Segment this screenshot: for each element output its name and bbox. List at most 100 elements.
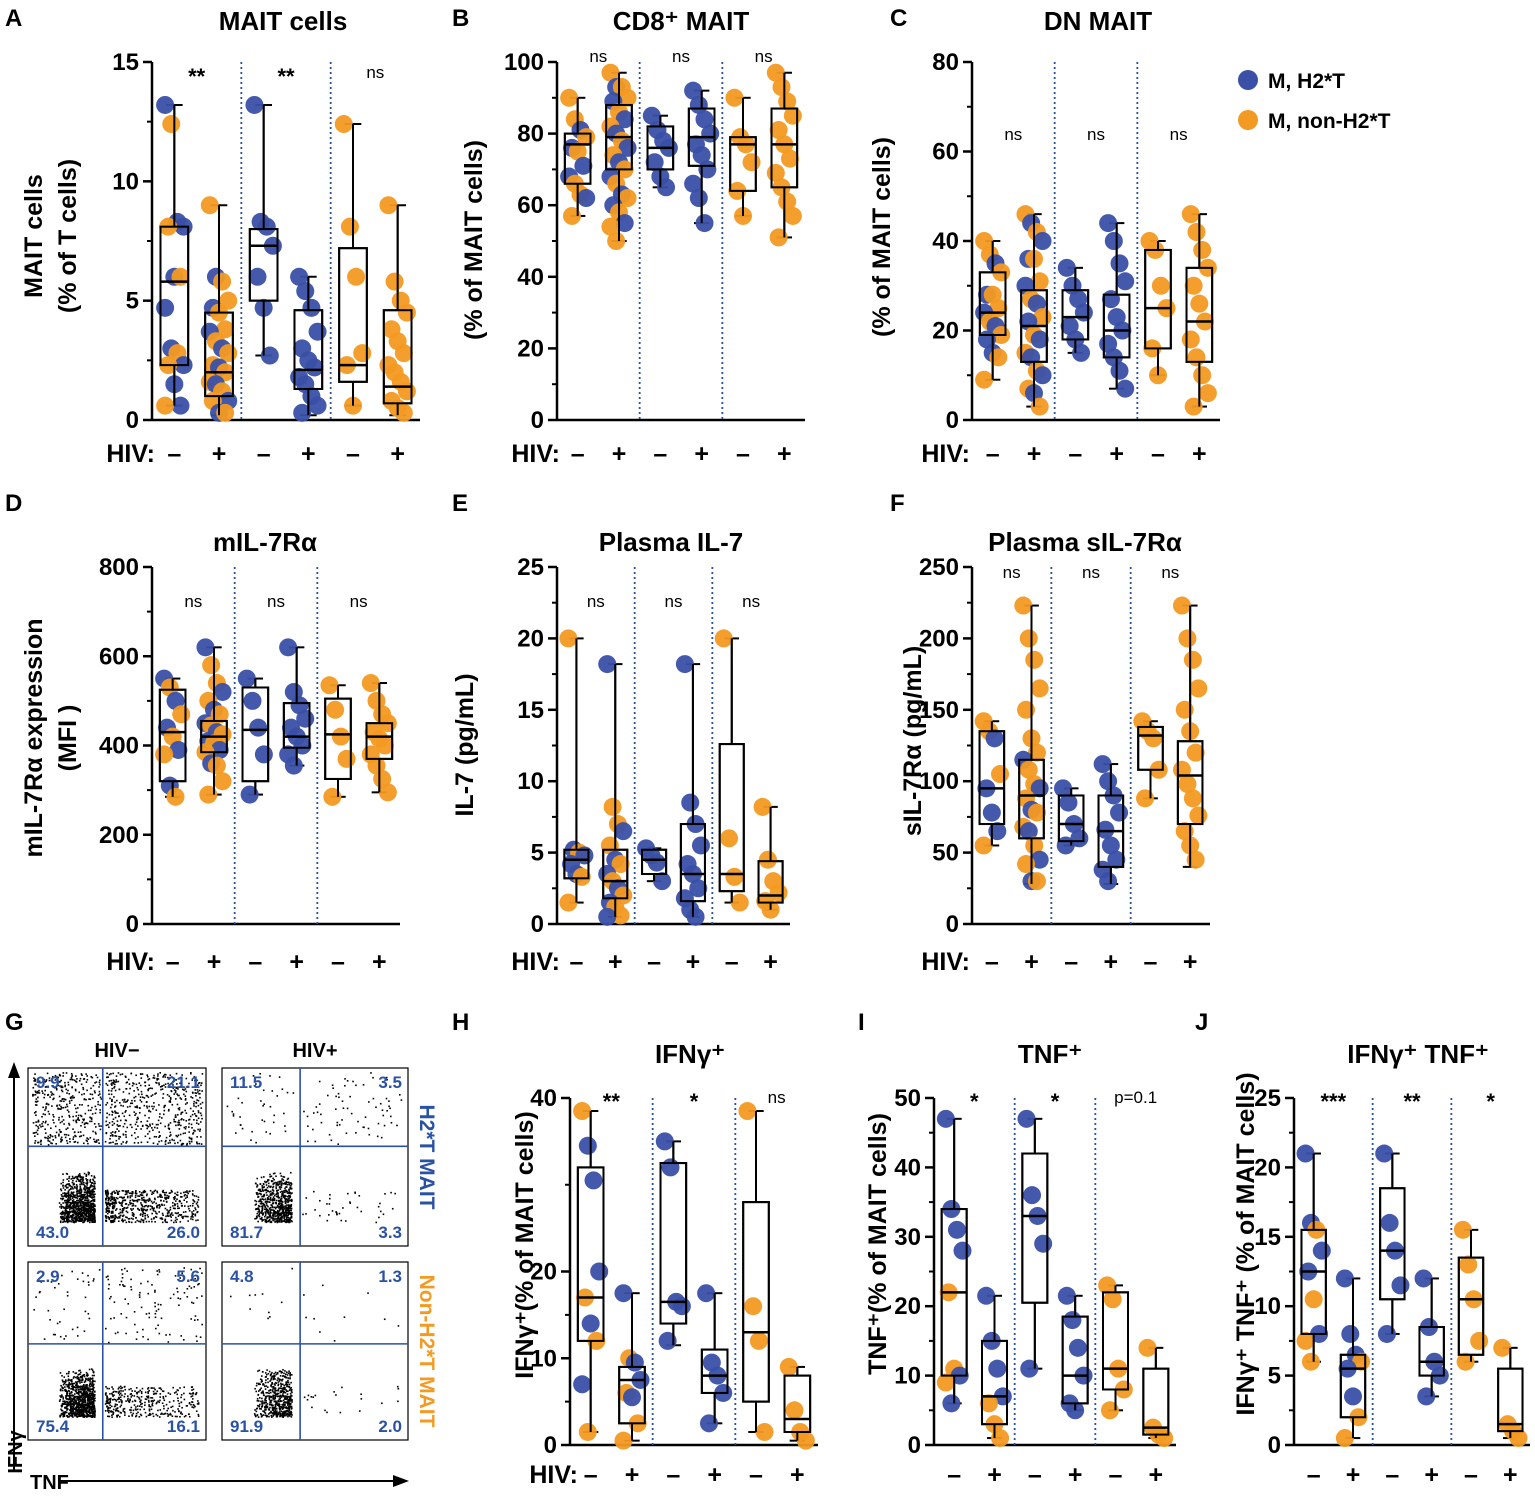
flow-event-dot — [123, 1199, 125, 1202]
flow-event-dot — [111, 1084, 113, 1086]
flow-event-dot — [192, 1202, 194, 1205]
data-point-non-h2t — [720, 829, 739, 848]
flow-event-dot — [63, 1338, 66, 1340]
flow-event-dot — [82, 1209, 85, 1212]
flow-event-dot — [256, 1184, 259, 1187]
flow-event-dot — [170, 1213, 172, 1215]
flow-event-dot — [111, 1131, 114, 1133]
flow-event-dot — [127, 1218, 130, 1220]
flow-event-dot — [275, 1195, 278, 1198]
flow-event-dot — [184, 1109, 186, 1112]
flow-event-dot — [77, 1202, 79, 1204]
flow-event-dot — [260, 1190, 263, 1193]
flow-event-dot — [66, 1103, 68, 1106]
flow-event-dot — [88, 1212, 91, 1214]
flow-event-dot — [226, 1105, 229, 1108]
y-tick-label: 0 — [946, 911, 959, 938]
flow-event-dot — [77, 1117, 80, 1119]
y-tick-label: 200 — [919, 625, 959, 652]
flow-event-dot — [108, 1122, 111, 1124]
flow-event-dot — [190, 1301, 193, 1304]
flow-event-dot — [67, 1111, 70, 1113]
flow-event-dot — [71, 1328, 74, 1331]
flow-event-dot — [385, 1097, 388, 1100]
flow-event-dot — [75, 1372, 78, 1374]
flow-event-dot — [85, 1173, 88, 1176]
flow-event-dot — [66, 1142, 69, 1145]
flow-event-dot — [81, 1196, 84, 1199]
flow-event-dot — [257, 1207, 260, 1210]
data-point-non-h2t — [975, 370, 994, 389]
flow-event-dot — [151, 1127, 153, 1129]
flow-event-dot — [378, 1216, 380, 1219]
flow-event-dot — [92, 1388, 95, 1391]
panel-title: IFNγ⁺ TNF⁺ — [1347, 1039, 1489, 1069]
flow-event-dot — [61, 1213, 63, 1216]
flow-event-dot — [285, 1218, 287, 1221]
flow-event-dot — [99, 1111, 101, 1114]
flow-event-dot — [114, 1105, 117, 1107]
flow-event-dot — [68, 1193, 70, 1196]
flow-event-dot — [194, 1214, 197, 1217]
flow-event-dot — [88, 1204, 90, 1206]
flow-event-dot — [74, 1089, 77, 1092]
flow-event-dot — [93, 1215, 96, 1217]
data-point-non-h2t — [394, 403, 413, 422]
flow-event-dot — [191, 1213, 194, 1215]
flow-event-dot — [279, 1181, 281, 1184]
flow-event-dot — [197, 1199, 200, 1201]
data-point-h2t — [260, 346, 279, 365]
flow-event-dot — [284, 1206, 286, 1208]
flow-event-dot — [173, 1093, 175, 1095]
flow-event-dot — [186, 1102, 189, 1104]
y-tick-label: 25 — [517, 554, 544, 581]
flow-event-dot — [276, 1095, 279, 1097]
flow-event-dot — [274, 1212, 277, 1215]
flow-event-dot — [280, 1218, 283, 1221]
data-point-h2t — [1068, 1338, 1087, 1357]
flow-event-dot — [282, 1214, 285, 1217]
data-point-non-h2t — [213, 772, 232, 791]
flow-event-dot — [145, 1201, 147, 1204]
flow-event-dot — [147, 1280, 149, 1283]
flow-event-dot — [75, 1213, 77, 1215]
flow-event-dot — [167, 1124, 170, 1127]
flow-event-dot — [139, 1084, 142, 1087]
flow-event-dot — [124, 1199, 127, 1201]
data-point-h2t — [290, 267, 309, 286]
flow-event-dot — [80, 1073, 83, 1075]
flow-event-dot — [141, 1213, 144, 1216]
panel-letter: C — [890, 5, 907, 32]
flow-event-dot — [105, 1276, 108, 1278]
flow-event-dot — [147, 1205, 149, 1208]
flow-event-dot — [197, 1206, 200, 1208]
flow-event-dot — [90, 1207, 92, 1210]
data-point-h2t — [171, 396, 190, 415]
flow-event-dot — [272, 1206, 274, 1209]
flow-event-dot — [190, 1072, 192, 1075]
data-point-non-h2t — [1030, 679, 1049, 698]
flow-event-dot — [87, 1219, 89, 1221]
data-point-h2t — [936, 1109, 955, 1128]
flow-event-dot — [125, 1109, 127, 1112]
flow-event-dot — [155, 1081, 157, 1084]
flow-event-dot — [197, 1117, 200, 1120]
data-point-h2t — [1116, 379, 1135, 398]
box-group — [936, 1109, 972, 1413]
flow-event-dot — [372, 1076, 374, 1079]
flow-event-dot — [106, 1195, 109, 1197]
flow-event-dot — [188, 1207, 190, 1210]
flow-event-dot — [80, 1182, 83, 1185]
flow-event-dot — [93, 1180, 96, 1183]
flow-event-dot — [241, 1101, 243, 1104]
data-point-non-h2t — [1335, 1429, 1354, 1448]
data-point-non-h2t — [1100, 1401, 1119, 1420]
flow-event-dot — [269, 1175, 271, 1178]
data-point-h2t — [947, 1220, 966, 1239]
flow-event-dot — [364, 1116, 367, 1118]
flow-event-dot — [145, 1124, 147, 1127]
data-point-h2t — [1380, 1213, 1399, 1232]
flow-event-dot — [194, 1130, 196, 1132]
flow-event-dot — [259, 1072, 261, 1075]
box-group — [1181, 205, 1217, 416]
